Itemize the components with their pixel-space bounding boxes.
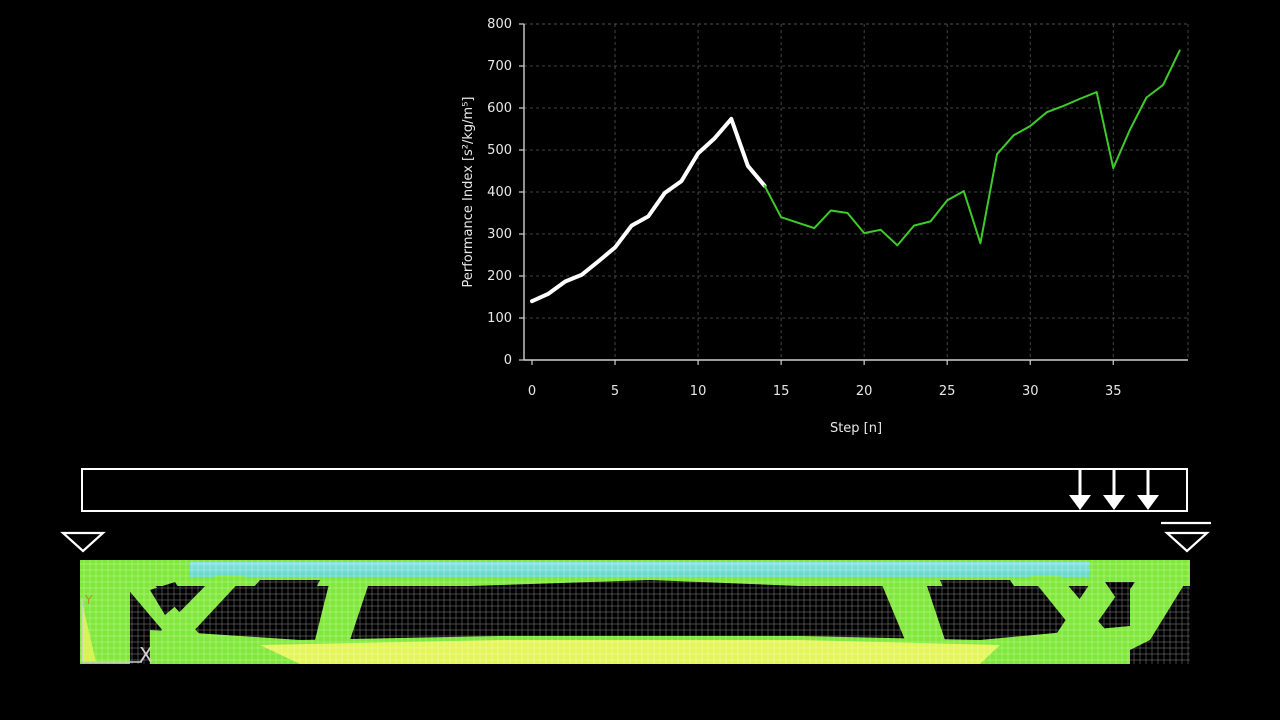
y-tick-label: 100: [487, 311, 512, 326]
right-roller-support-icon: [1161, 521, 1211, 553]
series-line-0: [530, 116, 767, 304]
x-tick-label: 30: [1022, 384, 1039, 399]
svg-text:X: X: [139, 643, 153, 667]
left-pin-support-icon: [60, 531, 106, 553]
load-arrow: [1137, 469, 1159, 510]
x-tick-label: 5: [611, 384, 619, 399]
chart-series: [530, 49, 1181, 304]
y-tick-label: 500: [487, 143, 512, 158]
y-tick-label: 0: [504, 353, 512, 368]
optimized-beam: [80, 560, 1190, 664]
chart-grid: [524, 23, 1189, 360]
load-arrow: [1103, 469, 1125, 510]
x-tick-label: 0: [528, 384, 536, 399]
x-tick-label: 20: [856, 384, 873, 399]
load-arrows: [1069, 469, 1159, 510]
y-tick-label: 800: [487, 17, 512, 32]
x-axis-title: Step [n]: [830, 421, 882, 436]
y-tick-label: 600: [487, 101, 512, 116]
chart-ticks: 0 100 200 300 400 500 600 700 800 0 5 10 15 20 25 30 35: [487, 17, 1121, 399]
y-tick-label: 700: [487, 59, 512, 74]
y-axis-title: Performance Index [s²/kg/m⁵]: [461, 97, 476, 288]
x-tick-label: 15: [773, 384, 790, 399]
y-tick-label: 300: [487, 227, 512, 242]
x-tick-label: 10: [690, 384, 707, 399]
y-tick-label: 200: [487, 269, 512, 284]
x-tick-label: 35: [1105, 384, 1122, 399]
series-line-1: [763, 49, 1181, 247]
x-tick-label: 25: [939, 384, 956, 399]
load-arrow: [1069, 469, 1091, 510]
svg-text:Y: Y: [84, 593, 93, 607]
coordinate-triad-icon: X Y: [81, 593, 153, 667]
load-box: [81, 468, 1188, 512]
y-tick-label: 400: [487, 185, 512, 200]
